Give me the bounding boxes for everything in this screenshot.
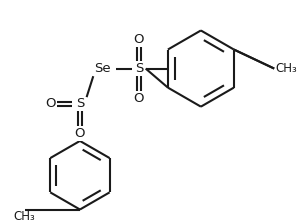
Text: O: O: [75, 127, 85, 140]
Text: O: O: [134, 92, 144, 105]
Text: S: S: [135, 62, 143, 75]
Text: S: S: [76, 97, 84, 110]
Text: Se: Se: [95, 62, 111, 75]
Text: CH₃: CH₃: [14, 211, 35, 224]
Text: CH₃: CH₃: [275, 62, 297, 75]
Text: O: O: [134, 32, 144, 45]
Text: O: O: [45, 97, 56, 110]
